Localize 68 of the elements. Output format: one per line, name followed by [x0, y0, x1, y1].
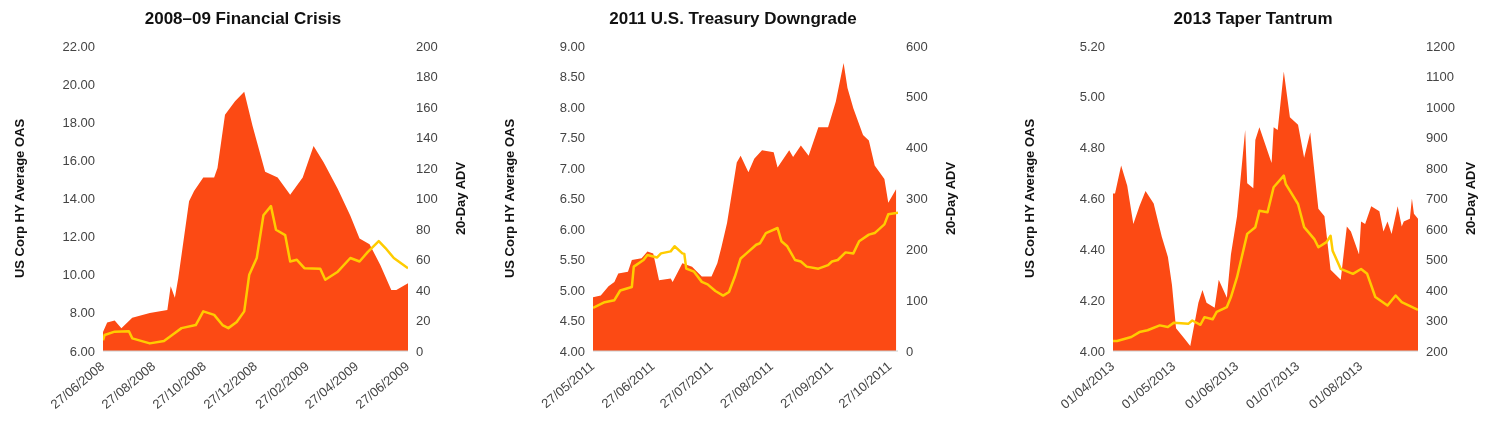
y-axis-title: US Corp HY Average OAS [1022, 118, 1038, 279]
y2-tick-label: 100 [906, 292, 928, 308]
y2-tick-label: 200 [906, 241, 928, 257]
y-tick-label: 10.00 [62, 267, 95, 283]
y-tick-label: 4.60 [1079, 191, 1105, 207]
y2-tick-label: 700 [1426, 191, 1448, 207]
y-tick-label: 7.50 [559, 130, 585, 146]
y2-tick-label: 1000 [1426, 99, 1455, 115]
y2-tick-label: 0 [906, 343, 914, 359]
y-tick-label: 9.00 [559, 38, 585, 54]
y-tick-label: 5.50 [559, 252, 585, 268]
chart-title: 2013 Taper Tantrum [1172, 8, 1334, 30]
y2-axis-title: 20-Day ADV [453, 161, 469, 236]
chart-title: 2011 U.S. Treasury Downgrade [608, 8, 858, 30]
y-tick-label: 5.20 [1079, 38, 1105, 54]
y2-tick-label: 800 [1426, 160, 1448, 176]
y-tick-label: 12.00 [62, 229, 95, 245]
y2-tick-label: 20 [416, 313, 431, 329]
line-series [103, 204, 408, 345]
y2-tick-label: 180 [416, 69, 438, 85]
y-tick-label: 4.40 [1079, 241, 1105, 257]
y2-tick-label: 300 [1426, 313, 1448, 329]
y2-tick-label: 200 [416, 38, 438, 54]
y-tick-label: 14.00 [62, 191, 95, 207]
y-tick-label: 6.50 [559, 191, 585, 207]
y-tick-label: 4.00 [1079, 343, 1105, 359]
y2-tick-label: 300 [906, 191, 928, 207]
y2-tick-label: 160 [416, 99, 438, 115]
y-tick-label: 4.20 [1079, 292, 1105, 308]
y-tick-label: 8.00 [559, 99, 585, 115]
y2-tick-label: 40 [416, 282, 431, 298]
y2-tick-label: 140 [416, 130, 438, 146]
y-tick-label: 8.00 [69, 305, 95, 321]
y-tick-label: 8.50 [559, 69, 585, 85]
y-tick-label: 4.80 [1079, 140, 1105, 156]
y2-tick-label: 60 [416, 252, 431, 268]
y-axis-title: US Corp HY Average OAS [502, 118, 518, 279]
line-series [1113, 174, 1418, 343]
y2-tick-label: 0 [416, 343, 424, 359]
y-tick-label: 6.00 [559, 221, 585, 237]
y2-tick-label: 80 [416, 221, 431, 237]
y-tick-label: 16.00 [62, 152, 95, 168]
y2-tick-label: 500 [1426, 252, 1448, 268]
y-tick-label: 4.50 [559, 313, 585, 329]
y2-tick-label: 200 [1426, 343, 1448, 359]
y2-tick-label: 1200 [1426, 38, 1455, 54]
y-tick-label: 5.00 [1079, 89, 1105, 105]
y2-axis-title: 20-Day ADV [943, 161, 959, 236]
y-tick-label: 20.00 [62, 76, 95, 92]
chart-title: 2008–09 Financial Crisis [143, 8, 343, 30]
y2-tick-label: 600 [906, 38, 928, 54]
y2-tick-label: 400 [906, 140, 928, 156]
y-tick-label: 7.00 [559, 160, 585, 176]
y2-tick-label: 400 [1426, 282, 1448, 298]
y-tick-label: 4.00 [559, 343, 585, 359]
y2-tick-label: 100 [416, 191, 438, 207]
y2-tick-label: 600 [1426, 221, 1448, 237]
y2-tick-label: 1100 [1426, 69, 1454, 85]
y2-tick-label: 500 [906, 89, 928, 105]
y-tick-label: 5.00 [559, 282, 585, 298]
y2-axis-title: 20-Day ADV [1463, 161, 1479, 236]
y-tick-label: 18.00 [62, 114, 95, 130]
line-series [593, 211, 898, 310]
y-tick-label: 6.00 [69, 343, 95, 359]
y-axis-title: US Corp HY Average OAS [12, 118, 28, 279]
y-tick-label: 22.00 [62, 38, 95, 54]
y2-tick-label: 900 [1426, 130, 1448, 146]
y2-tick-label: 120 [416, 160, 438, 176]
